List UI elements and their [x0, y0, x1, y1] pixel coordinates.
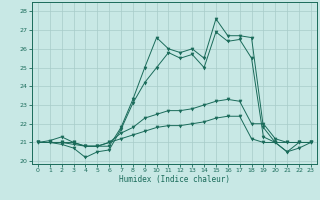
X-axis label: Humidex (Indice chaleur): Humidex (Indice chaleur): [119, 175, 230, 184]
